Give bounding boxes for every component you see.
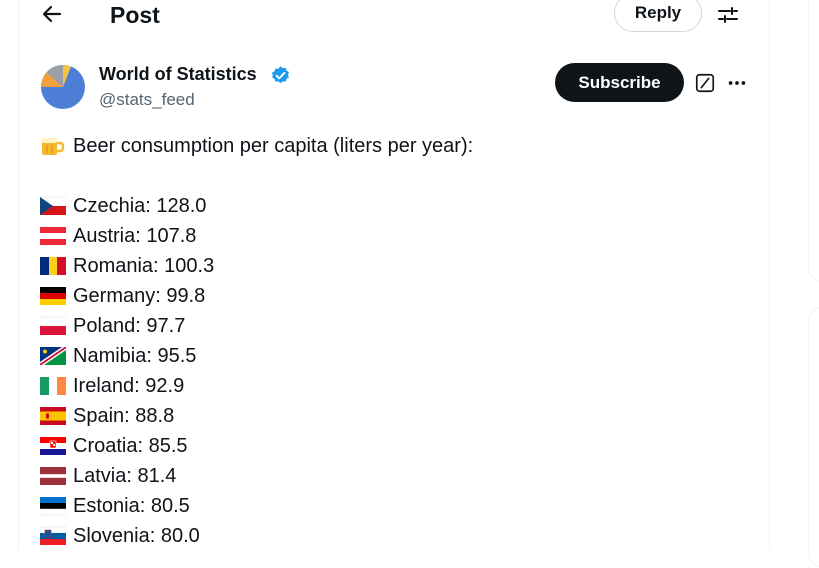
list-item-text: Slovenia: 80.0 [73,524,200,547]
austria-flag-icon [40,227,66,245]
post-header: Post Reply [0,0,770,34]
list-item-text: Estonia: 80.5 [73,494,190,517]
list-item-text: Austria: 107.8 [73,224,197,247]
list-item-text: Namibia: 95.5 [73,344,197,367]
reply-button[interactable]: Reply [614,0,702,32]
list-item: Ireland: 92.9 [40,372,184,400]
post-intro-text: Beer consumption per capita (liters per … [73,134,474,157]
list-item: Spain: 88.8 [40,402,174,430]
subscribe-button[interactable]: Subscribe [555,63,684,102]
czechia-flag-icon [40,196,66,215]
list-item: Germany: 99.8 [40,282,205,310]
croatia-flag-icon [40,437,66,455]
germany-flag-icon [40,287,66,305]
list-item: Poland: 97.7 [40,312,185,340]
list-item: Namibia: 95.5 [40,342,196,370]
author-name[interactable]: World of Statistics [99,64,257,84]
list-item-text: Czechia: 128.0 [73,194,207,217]
more-options-icon[interactable] [726,72,748,94]
list-item-text: Spain: 88.8 [73,404,175,427]
back-button[interactable] [40,2,64,32]
list-item: Austria: 107.8 [40,222,196,250]
author-avatar[interactable] [40,64,86,110]
list-item: Latvia: 81.4 [40,462,176,490]
list-item-text: Croatia: 85.5 [73,434,188,457]
beer-mug-icon [42,138,65,155]
spain-flag-icon [40,407,66,425]
list-item-text: Latvia: 81.4 [73,464,177,487]
arrow-left-icon [42,5,62,23]
latvia-flag-icon [40,467,66,485]
column-border-left [18,0,19,550]
list-item: Croatia: 85.5 [40,432,188,460]
sliders-icon[interactable] [716,3,740,27]
page-title: Post [110,2,160,28]
column-border-right [769,0,770,550]
romania-flag-icon [40,257,66,275]
list-item: Slovenia: 80.0 [40,522,200,550]
post-intro-line: Beer consumption per capita (liters per … [40,132,473,160]
list-item: Estonia: 80.5 [40,492,190,520]
list-item-text: Ireland: 92.9 [73,374,185,397]
ireland-flag-icon [40,377,66,395]
list-item-text: Poland: 97.7 [73,314,186,337]
list-item: Czechia: 128.0 [40,192,206,220]
list-item-text: Germany: 99.8 [73,284,206,307]
poland-flag-icon [40,316,66,335]
verified-badge-icon [271,66,289,84]
author-handle[interactable]: @stats_feed [99,90,195,109]
list-item-text: Romania: 100.3 [73,254,215,277]
sidebar-card [808,0,819,283]
grok-icon[interactable] [694,72,716,94]
estonia-flag-icon [40,497,66,516]
list-item: Romania: 100.3 [40,252,214,280]
sidebar-card [808,306,819,568]
namibia-flag-icon [40,347,66,365]
slovenia-flag-icon [40,526,66,545]
